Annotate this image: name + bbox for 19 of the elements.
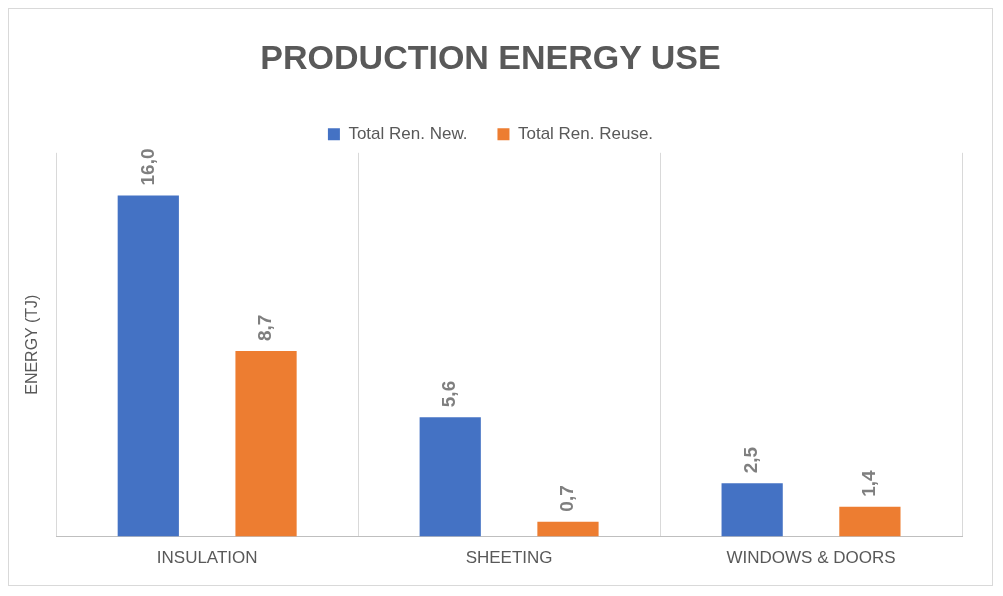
bar xyxy=(839,506,901,537)
bar xyxy=(537,521,599,537)
legend-label: Total Ren. New. xyxy=(348,123,468,143)
bar xyxy=(419,417,481,537)
legend-label: Total Ren. Reuse. xyxy=(517,123,654,143)
x-tick-label: INSULATION xyxy=(156,548,258,568)
data-label: 1,4 xyxy=(858,469,880,497)
data-label: 5,6 xyxy=(438,380,460,408)
data-label: 8,7 xyxy=(254,314,276,342)
bar xyxy=(235,351,297,537)
x-tick-label: WINDOWS & DOORS xyxy=(726,548,896,568)
bar xyxy=(117,195,179,537)
data-label: 0,7 xyxy=(556,485,578,512)
x-tick-label: SHEETING xyxy=(465,548,553,568)
chart-title: PRODUCTION ENERGY USE xyxy=(260,37,721,76)
y-axis-title: ENERGY (TJ) xyxy=(23,294,41,395)
data-label: 16,0 xyxy=(136,148,158,186)
bar xyxy=(721,483,783,537)
data-label: 2,5 xyxy=(740,446,762,474)
